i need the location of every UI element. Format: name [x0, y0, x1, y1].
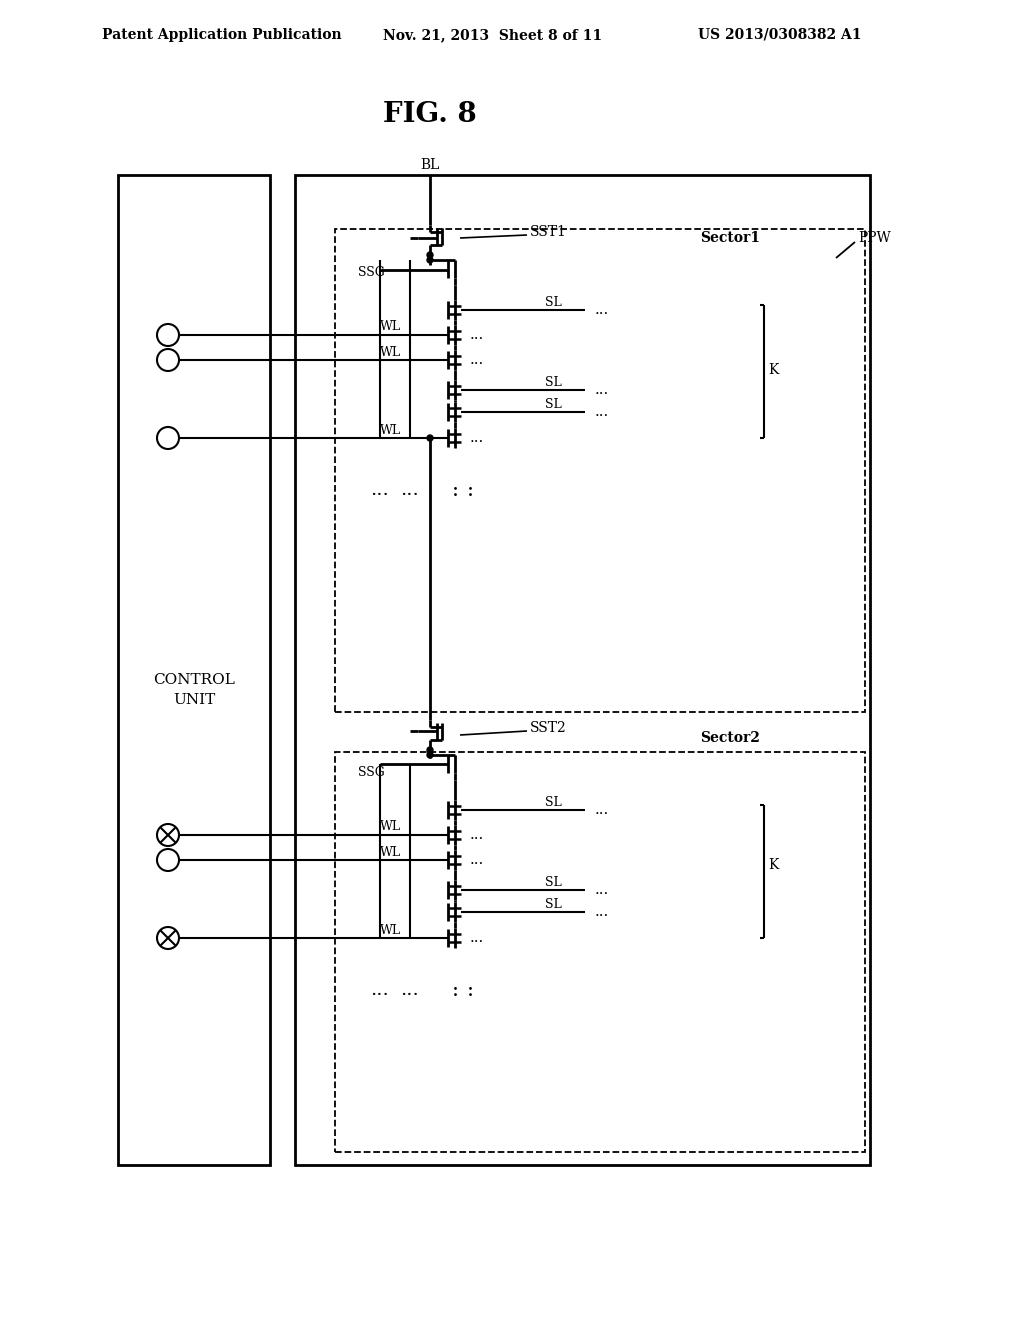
Text: SL: SL	[545, 875, 561, 888]
Text: SL: SL	[545, 375, 561, 388]
Text: ...: ...	[470, 931, 484, 945]
Text: FIG. 8: FIG. 8	[383, 102, 477, 128]
Text: SST1: SST1	[530, 224, 567, 239]
Text: SL: SL	[545, 296, 561, 309]
Text: ...: ...	[595, 883, 609, 898]
Text: WL: WL	[380, 821, 401, 833]
Text: PPW: PPW	[858, 231, 891, 246]
Text: ...: ...	[470, 432, 484, 445]
Text: Sector1: Sector1	[700, 231, 760, 246]
Circle shape	[427, 257, 433, 263]
Text: ...: ...	[595, 383, 609, 397]
Text: CONTROL: CONTROL	[153, 673, 234, 686]
Text: :: :	[452, 981, 459, 999]
Circle shape	[427, 747, 433, 752]
Bar	[335, 752, 865, 1152]
Circle shape	[427, 436, 433, 441]
Text: K: K	[768, 363, 778, 378]
Text: ...: ...	[595, 304, 609, 317]
Text: UNIT: UNIT	[173, 693, 215, 708]
Text: ...: ...	[400, 480, 420, 499]
Text: Sector2: Sector2	[700, 731, 760, 744]
Bar	[295, 176, 870, 1166]
Text: ...: ...	[470, 853, 484, 867]
Text: ...: ...	[470, 327, 484, 342]
Text: :: :	[467, 981, 473, 999]
Text: WL: WL	[380, 846, 401, 858]
Text: :: :	[452, 480, 459, 499]
Text: ...: ...	[400, 981, 420, 999]
Text: BL: BL	[420, 158, 439, 172]
Text: US 2013/0308382 A1: US 2013/0308382 A1	[698, 28, 862, 42]
Text: SSG: SSG	[358, 265, 385, 279]
Text: SSG: SSG	[358, 766, 385, 779]
Text: ...: ...	[595, 405, 609, 418]
Bar	[335, 228, 865, 711]
Circle shape	[427, 252, 433, 257]
Text: :: :	[467, 480, 473, 499]
Text: WL: WL	[380, 424, 401, 437]
Text: ...: ...	[595, 906, 609, 919]
Bar	[118, 176, 270, 1166]
Text: Nov. 21, 2013  Sheet 8 of 11: Nov. 21, 2013 Sheet 8 of 11	[383, 28, 602, 42]
Text: SL: SL	[545, 898, 561, 911]
Text: WL: WL	[380, 924, 401, 936]
Text: ...: ...	[470, 352, 484, 367]
Text: Patent Application Publication: Patent Application Publication	[102, 28, 342, 42]
Text: K: K	[768, 858, 778, 873]
Text: WL: WL	[380, 346, 401, 359]
Text: ...: ...	[470, 828, 484, 842]
Text: SST2: SST2	[530, 721, 566, 735]
Text: WL: WL	[380, 321, 401, 334]
Text: SL: SL	[545, 397, 561, 411]
Circle shape	[427, 752, 433, 758]
Text: ...: ...	[595, 803, 609, 817]
Text: ...: ...	[371, 981, 389, 999]
Text: ...: ...	[371, 480, 389, 499]
Text: SL: SL	[545, 796, 561, 808]
